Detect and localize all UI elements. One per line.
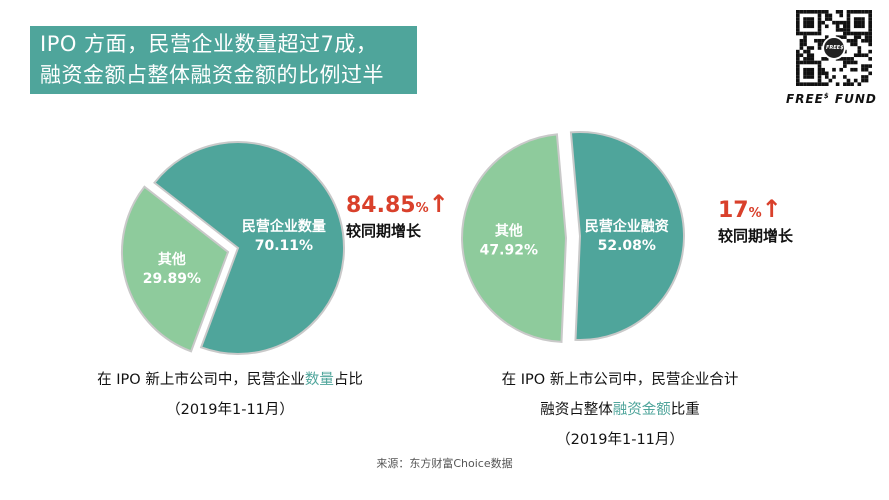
arrow-up-icon: ↑: [428, 190, 449, 218]
caption-highlight: 融资金额: [612, 402, 671, 418]
growth-value: 84.85: [346, 193, 416, 218]
arrow-up-icon: ↑: [761, 195, 782, 223]
slice-label: 70.11%: [255, 238, 313, 254]
slice-label: 民营企业融资: [585, 218, 669, 235]
source-note: 来源：东方财富Choice数据: [376, 457, 513, 470]
caption-2: 在 IPO 新上市公司中，民营企业合计 融资占整体融资金额比重 （2019年1-…: [450, 365, 790, 455]
caption-text: 在 IPO 新上市公司中，民营企业: [97, 372, 305, 388]
growth-unit: %: [415, 201, 429, 216]
caption-date: （2019年1-11月）: [556, 432, 684, 448]
caption-date: （2019年1-11月）: [166, 402, 294, 418]
slice-label: 其他: [158, 251, 186, 268]
growth-label: 较同期增长: [346, 222, 422, 240]
caption-text: 比重: [670, 402, 700, 418]
pie-slice: [461, 133, 568, 343]
slice-label: 民营企业数量: [242, 218, 326, 235]
slice-label: 52.08%: [598, 238, 656, 254]
caption-text: 融资占整体: [540, 402, 613, 418]
growth-label: 较同期增长: [718, 227, 794, 245]
qr-code: [796, 10, 872, 86]
brand-logo: FREE$ FUND: [786, 92, 877, 106]
qr-center-label: FREE$: [826, 45, 844, 51]
page-title: IPO 方面，民营企业数量超过7成， 融资金额占整体融资金额的比例过半: [30, 26, 417, 94]
pie-slice: [569, 131, 685, 341]
caption-highlight: 数量: [304, 372, 334, 388]
pie-slice: [153, 141, 345, 355]
growth-unit: %: [748, 206, 762, 221]
pie-slice: [121, 185, 230, 353]
growth-annotation-1: 84.85%↑ 较同期增长: [346, 190, 449, 241]
caption-text: 占比: [333, 372, 363, 388]
caption-1: 在 IPO 新上市公司中，民营企业数量占比 （2019年1-11月）: [60, 365, 400, 425]
caption-text: 在 IPO 新上市公司中，民营企业合计: [501, 372, 739, 388]
growth-annotation-2: 17%↑ 较同期增长: [718, 195, 793, 246]
growth-value: 17: [718, 198, 749, 223]
slice-label: 47.92%: [480, 242, 538, 258]
title-line: 融资金额占整体融资金额的比例过半: [40, 63, 384, 87]
title-line: IPO 方面，民营企业数量超过7成，: [40, 32, 378, 56]
slice-label: 29.89%: [143, 271, 201, 287]
slice-label: 其他: [495, 222, 523, 239]
